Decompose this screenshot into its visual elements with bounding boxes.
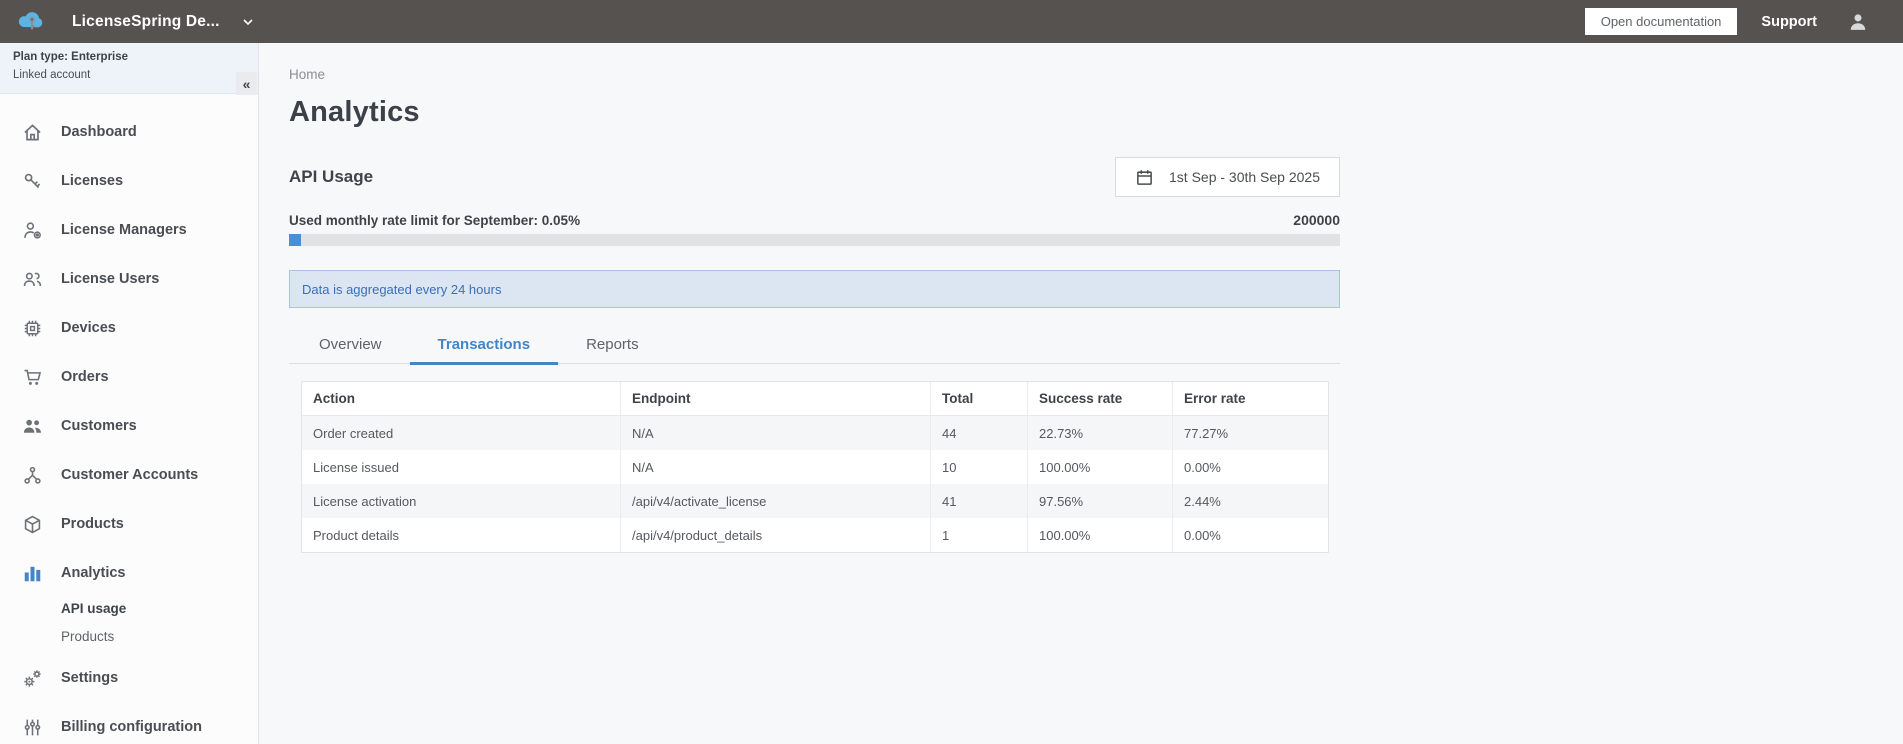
section-title: API Usage [289,167,374,186]
license-users-icon [22,269,43,290]
settings-icon [22,668,43,689]
sidebar-item-label: Customer Accounts [61,467,199,483]
cell-success-rate: 100.00% [1028,450,1173,484]
sidebar-item-devices[interactable]: Devices [0,308,258,348]
main-content: Home Analytics API Usage 1st Sep - 30th … [259,43,1903,744]
breadcrumb[interactable]: Home [289,67,326,82]
topbar: LicenseSpring De... Open documentation S… [0,0,1903,43]
table-row: Product details/api/v4/product_details 1 1… [302,518,1328,552]
table-row: License activation/api/v4/activate_licen… [302,484,1328,518]
cell-total: 44 [931,416,1028,450]
sidebar-item-customer-accounts[interactable]: Customer Accounts [0,455,258,495]
sidebar-item-label: Devices [61,320,116,336]
sidebar-item-license-managers[interactable]: License Managers [0,210,258,250]
sidebar-item-settings[interactable]: Settings [0,658,258,698]
cell-total: 10 [931,450,1028,484]
tab-reports[interactable]: Reports [586,336,639,353]
licensespring-logo-icon [16,8,50,36]
sidebar-item-label: Billing configuration [61,719,202,735]
sidebar-item-analytics[interactable]: Analytics [0,553,258,593]
usage-progress-bar [289,234,1340,246]
sidebar-item-label: License Users [61,271,160,287]
sidebar-item-label: License Managers [61,222,187,238]
cell-success-rate: 100.00% [1028,518,1173,552]
cell-endpoint: /api/v4/activate_license [621,484,931,518]
sidebar-item-dashboard[interactable]: Dashboard [0,112,258,152]
plan-type-label: Plan type: Enterprise [13,51,129,63]
sidebar-item-billing-configuration[interactable]: Billing configuration [0,707,258,744]
home-icon [22,122,43,143]
cell-error-rate: 2.44% [1184,493,1221,509]
key-icon [22,171,43,192]
tab-bar: Overview Transactions Reports [289,326,1340,365]
sidebar-subitem-products[interactable]: Products [61,628,115,644]
customers-icon [22,416,43,437]
billing-icon [22,717,43,738]
customer-accounts-icon [22,465,43,486]
cell-endpoint: N/A [621,450,931,484]
usage-limit-value: 200000 [1293,212,1340,228]
license-manager-icon [22,220,43,241]
sidebar-item-label: Analytics [61,565,126,581]
column-header-action: Action [302,382,621,415]
column-header-total: Total [931,382,1028,415]
tab-overview[interactable]: Overview [319,336,382,353]
sidebar-subitem-api-usage[interactable]: API usage [61,600,127,616]
table-row: License issued N/A 10 100.00% 0.00% [302,450,1328,484]
cell-action: License activation [302,484,621,518]
usage-label: Used monthly rate limit for September: 0… [289,213,581,228]
date-range-value: 1st Sep - 30th Sep 2025 [1169,169,1320,185]
cell-total: 1 [931,518,1028,552]
cell-success-rate: 22.73% [1028,416,1173,450]
sidebar-item-orders[interactable]: Orders [0,357,258,397]
sidebar-item-products[interactable]: Products [0,504,258,544]
analytics-icon [22,563,43,584]
column-header-error-rate: Error rate [1184,391,1246,406]
plan-box: Plan type: Enterprise Linked account [0,43,258,94]
cell-error-rate: 77.27% [1184,425,1229,441]
transactions-table: Action Endpoint Total Success rate Error rat… [301,381,1329,553]
sidebar-item-label: Products [61,516,124,532]
devices-icon [22,318,43,339]
products-icon [22,514,43,535]
sidebar: Plan type: Enterprise Linked account « D… [0,43,259,744]
column-header-endpoint: Endpoint [621,382,931,415]
cell-action: License issued [302,450,621,484]
table-body: Order created N/A 44 22.73% 77.27% License is… [302,416,1328,552]
sidebar-item-label: Dashboard [61,124,137,140]
tab-transactions[interactable]: Transactions [409,326,559,365]
sidebar-item-customers[interactable]: Customers [0,406,258,446]
cell-total: 41 [931,484,1028,518]
table-row: Order created N/A 44 22.73% 77.27% [302,416,1328,450]
date-range-picker[interactable]: 1st Sep - 30th Sep 2025 [1115,157,1340,197]
sidebar-item-licenses[interactable]: Licenses [0,161,258,201]
sidebar-item-license-users[interactable]: License Users [0,259,258,299]
sidebar-collapse-icon[interactable]: « [236,72,257,95]
cell-action: Product details [302,518,621,552]
page-title: Analytics [289,96,420,128]
sidebar-nav: Dashboard Licenses License Managers License… [0,94,258,744]
chevron-down-icon[interactable] [240,14,256,30]
organization-name[interactable]: LicenseSpring De... [72,12,220,30]
support-link[interactable]: Support [1761,13,1817,30]
cell-error-rate: 0.00% [1184,459,1221,475]
linked-account-label: Linked account [13,69,91,81]
user-avatar-icon[interactable] [1847,11,1869,33]
sidebar-item-label: Customers [61,418,137,434]
cell-action: Order created [302,416,621,450]
cell-success-rate: 97.56% [1028,484,1173,518]
info-banner: Data is aggregated every 24 hours [289,270,1340,308]
usage-progress-fill [289,234,301,246]
sidebar-item-label: Settings [61,670,119,686]
open-documentation-button[interactable]: Open documentation [1584,8,1738,35]
table-header-row: Action Endpoint Total Success rate Error rat… [302,382,1328,416]
cart-icon [22,367,43,388]
calendar-icon [1135,168,1154,187]
sidebar-item-label: Orders [61,369,109,385]
cell-endpoint: N/A [621,416,931,450]
column-header-success-rate: Success rate [1028,382,1173,415]
sidebar-item-label: Licenses [61,173,124,189]
cell-error-rate: 0.00% [1184,527,1221,543]
cell-endpoint: /api/v4/product_details [621,518,931,552]
